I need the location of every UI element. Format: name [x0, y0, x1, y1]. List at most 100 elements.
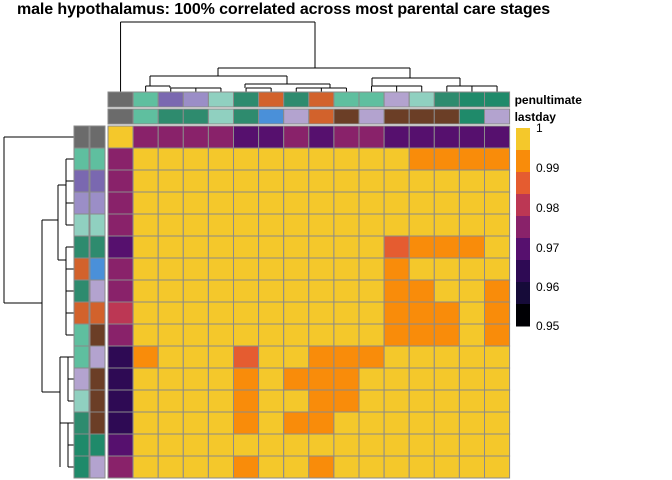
heatmap-cell	[333, 279, 360, 303]
heatmap-cell	[157, 367, 184, 391]
heatmap-cell	[207, 235, 234, 259]
heatmap-cell	[458, 323, 485, 347]
heatmap-cell	[408, 191, 435, 215]
heatmap-cell	[233, 191, 260, 215]
heatmap-cell	[358, 235, 385, 259]
heatmap-cell	[433, 169, 460, 193]
legend-swatch	[516, 128, 530, 151]
row-annotations	[73, 125, 106, 479]
heatmap-cell	[182, 191, 209, 215]
row-annotation-cell	[73, 455, 90, 479]
heatmap-cell	[207, 147, 234, 171]
heatmap-cell	[433, 257, 460, 281]
heatmap-cell	[182, 455, 209, 479]
heatmap-cell	[207, 125, 234, 149]
heatmap-cell	[157, 345, 184, 369]
heatmap-cell	[207, 169, 234, 193]
heatmap-cell	[283, 213, 310, 237]
row-annotation-cell	[73, 301, 90, 325]
heatmap-cell	[308, 279, 335, 303]
heatmap-cell	[107, 345, 134, 369]
heatmap-cell	[283, 169, 310, 193]
heatmap-cell	[157, 301, 184, 325]
column-annotation-cell	[157, 91, 184, 108]
heatmap-cell	[283, 147, 310, 171]
heatmap-cell	[333, 257, 360, 281]
heatmap-cell	[258, 125, 285, 149]
heatmap-cell	[132, 433, 159, 457]
heatmap-cell	[182, 323, 209, 347]
heatmap-cell	[484, 367, 511, 391]
row-annotation-cell	[89, 235, 106, 259]
heatmap-cell	[157, 389, 184, 413]
heatmap-cell	[207, 301, 234, 325]
heatmap-cell	[433, 433, 460, 457]
heatmap-cell	[283, 235, 310, 259]
heatmap-cell	[358, 323, 385, 347]
heatmap-cell	[458, 257, 485, 281]
heatmap-cell	[484, 433, 511, 457]
heatmap-cell	[433, 191, 460, 215]
heatmap-cell	[408, 323, 435, 347]
heatmap-cell	[258, 147, 285, 171]
column-annotation-cell	[107, 91, 134, 108]
legend-tick-label: 0.96	[536, 280, 560, 294]
heatmap-cell	[458, 147, 485, 171]
heatmap-cell	[484, 147, 511, 171]
column-annotation-cell	[383, 91, 410, 108]
heatmap-cell	[308, 323, 335, 347]
heatmap-cell	[283, 323, 310, 347]
column-annotation-cell	[333, 91, 360, 108]
row-annotation-cell	[89, 279, 106, 303]
heatmap-cell	[233, 411, 260, 435]
heatmap-cell	[233, 345, 260, 369]
column-annotation-cell	[458, 108, 485, 125]
heatmap-cell	[383, 235, 410, 259]
heatmap-cell	[358, 411, 385, 435]
column-annotation-cell	[358, 108, 385, 125]
heatmap-cell	[484, 279, 511, 303]
heatmap-cell	[233, 235, 260, 259]
heatmap-cell	[207, 323, 234, 347]
row-annotation-cell	[89, 213, 106, 237]
heatmap-cell	[308, 235, 335, 259]
heatmap-cell	[484, 257, 511, 281]
row-annotation-cell	[89, 323, 106, 347]
heatmap-cell	[132, 345, 159, 369]
heatmap-cell	[383, 389, 410, 413]
heatmap-cell	[358, 345, 385, 369]
heatmap-cell	[107, 191, 134, 215]
heatmap-cell	[333, 411, 360, 435]
row-annotation-cell	[89, 345, 106, 369]
heatmap-cell	[358, 125, 385, 149]
heatmap-cell	[157, 213, 184, 237]
heatmap-cell	[283, 433, 310, 457]
row-annotation-cell	[89, 411, 106, 435]
heatmap-cell	[408, 125, 435, 149]
heatmap-cell	[107, 235, 134, 259]
heatmap-cell	[433, 455, 460, 479]
heatmap-cell	[358, 147, 385, 171]
heatmap-cell	[433, 213, 460, 237]
heatmap-cell	[458, 455, 485, 479]
heatmap-cell	[383, 279, 410, 303]
heatmap-cell	[333, 455, 360, 479]
row-annotation-cell	[89, 455, 106, 479]
heatmap-cell	[383, 213, 410, 237]
heatmap-cell	[408, 433, 435, 457]
heatmap-cell	[333, 213, 360, 237]
heatmap-cell	[258, 367, 285, 391]
legend-tick-label: 0.99	[536, 161, 560, 175]
legend-swatch	[516, 238, 530, 261]
column-annotation-cell	[308, 91, 335, 108]
heatmap-cell	[233, 389, 260, 413]
heatmap-cell	[458, 301, 485, 325]
heatmap-cell	[182, 433, 209, 457]
column-annotation-cell	[258, 108, 285, 125]
column-annotation-cell	[408, 91, 435, 108]
heatmap-cell	[182, 235, 209, 259]
heatmap-cell	[458, 433, 485, 457]
heatmap-cell	[157, 411, 184, 435]
heatmap-cell	[408, 455, 435, 479]
heatmap-cell	[132, 125, 159, 149]
